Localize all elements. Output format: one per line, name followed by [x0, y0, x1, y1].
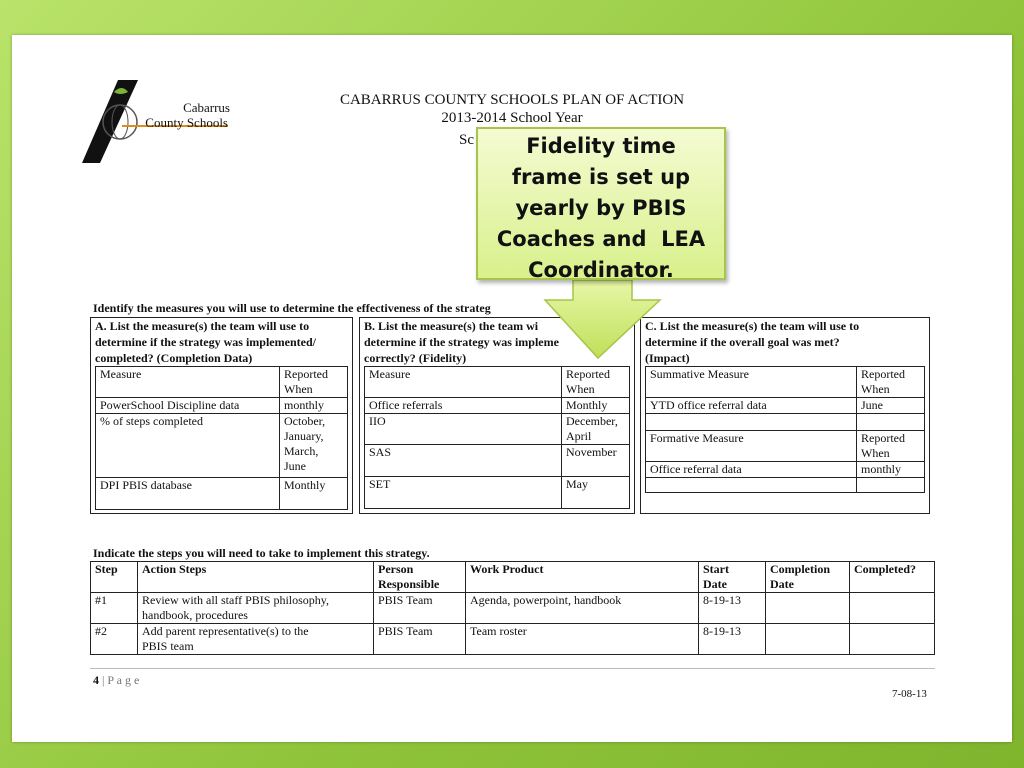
- col-measure: Measure: [364, 366, 562, 398]
- cell: [645, 413, 857, 431]
- cell: Monthly: [561, 397, 630, 414]
- th-product: Work Product: [465, 561, 699, 593]
- th-completion: Completion Date: [765, 561, 850, 593]
- th-action: Action Steps: [137, 561, 374, 593]
- col-reported: Reported When: [856, 366, 925, 398]
- cell: Office referral data: [645, 461, 857, 478]
- measure-box-b: B. List the measure(s) the team wi determ…: [359, 317, 635, 514]
- cell: Monthly: [279, 477, 348, 510]
- th-person: Person Responsible: [373, 561, 466, 593]
- cell: [849, 592, 935, 624]
- logo-text-2: County Schools: [145, 115, 228, 130]
- cell: [856, 413, 925, 431]
- box-b-heading: B. List the measure(s) the team wi determ…: [364, 319, 559, 365]
- table-header: Step Action Steps Person Responsible Wor…: [90, 561, 935, 593]
- measure-box-a: A. List the measure(s) the team will use…: [90, 317, 353, 514]
- doc-year: 2013-2014 School Year: [441, 110, 583, 126]
- cell: PBIS Team: [373, 592, 466, 624]
- table-row: #1 Review with all staff PBIS philosophy,…: [90, 592, 935, 624]
- col-reported: Reported When: [561, 366, 630, 398]
- cell: DPI PBIS database: [95, 477, 280, 510]
- cell: SET: [364, 476, 562, 509]
- cell: monthly: [279, 397, 348, 414]
- cell: [645, 477, 857, 493]
- cell: IIO: [364, 413, 562, 445]
- footer-date: 7-08-13: [892, 688, 927, 700]
- cell: Team roster: [465, 623, 699, 655]
- col-formative: Formative Measure: [645, 430, 857, 462]
- logo-text-1: Cabarrus: [183, 100, 230, 115]
- cell: PowerSchool Discipline data: [95, 397, 280, 414]
- callout-box: Fidelity time frame is set up yearly by PB…: [476, 127, 726, 282]
- cell: YTD office referral data: [645, 397, 857, 414]
- cell: Agenda, powerpoint, handbook: [465, 592, 699, 624]
- cell: November: [561, 444, 630, 477]
- arrow-down-icon: [543, 279, 662, 360]
- th-completed: Completed?: [849, 561, 935, 593]
- cell: Add parent representative(s) to the PBIS…: [137, 623, 374, 655]
- cell: 8-19-13: [698, 623, 766, 655]
- cell: [856, 477, 925, 493]
- footer-rule: [90, 668, 935, 669]
- measures-intro: Identify the measures you will use to de…: [93, 301, 491, 315]
- logo-slash-icon: [82, 80, 228, 163]
- cell: PBIS Team: [373, 623, 466, 655]
- cell: SAS: [364, 444, 562, 477]
- col-summative: Summative Measure: [645, 366, 857, 398]
- col-reported: Reported When: [856, 430, 925, 462]
- cell: % of steps completed: [95, 413, 280, 478]
- cell: Office referrals: [364, 397, 562, 414]
- table-row: #2 Add parent representative(s) to the PB…: [90, 623, 935, 655]
- col-measure: Measure: [95, 366, 280, 398]
- measure-box-c: C. List the measure(s) the team will use…: [640, 317, 930, 514]
- th-step: Step: [90, 561, 138, 593]
- steps-table: Step Action Steps Person Responsible Wor…: [90, 561, 935, 655]
- logo: Cabarrus County Schools: [80, 80, 240, 165]
- doc-title: CABARRUS COUNTY SCHOOLS PLAN OF ACTION: [339, 92, 685, 108]
- cell: [849, 623, 935, 655]
- steps-intro: Indicate the steps you will need to take…: [93, 546, 430, 560]
- cell: #1: [90, 592, 138, 624]
- doc-subtitle-partial: Sc: [459, 132, 474, 148]
- cell: [765, 592, 850, 624]
- cell: [765, 623, 850, 655]
- box-c-heading: C. List the measure(s) the team will use…: [645, 319, 860, 365]
- th-start: Start Date: [698, 561, 766, 593]
- cell: May: [561, 476, 630, 509]
- page-number: 4 | P a g e: [93, 673, 140, 687]
- cell: June: [856, 397, 925, 414]
- cell: December, April: [561, 413, 630, 445]
- col-reported: Reported When: [279, 366, 348, 398]
- cell: October, January, March, June: [279, 413, 348, 478]
- cell: #2: [90, 623, 138, 655]
- cell: 8-19-13: [698, 592, 766, 624]
- cell: monthly: [856, 461, 925, 478]
- box-a-heading: A. List the measure(s) the team will use…: [95, 319, 316, 365]
- cell: Review with all staff PBIS philosophy, h…: [137, 592, 374, 624]
